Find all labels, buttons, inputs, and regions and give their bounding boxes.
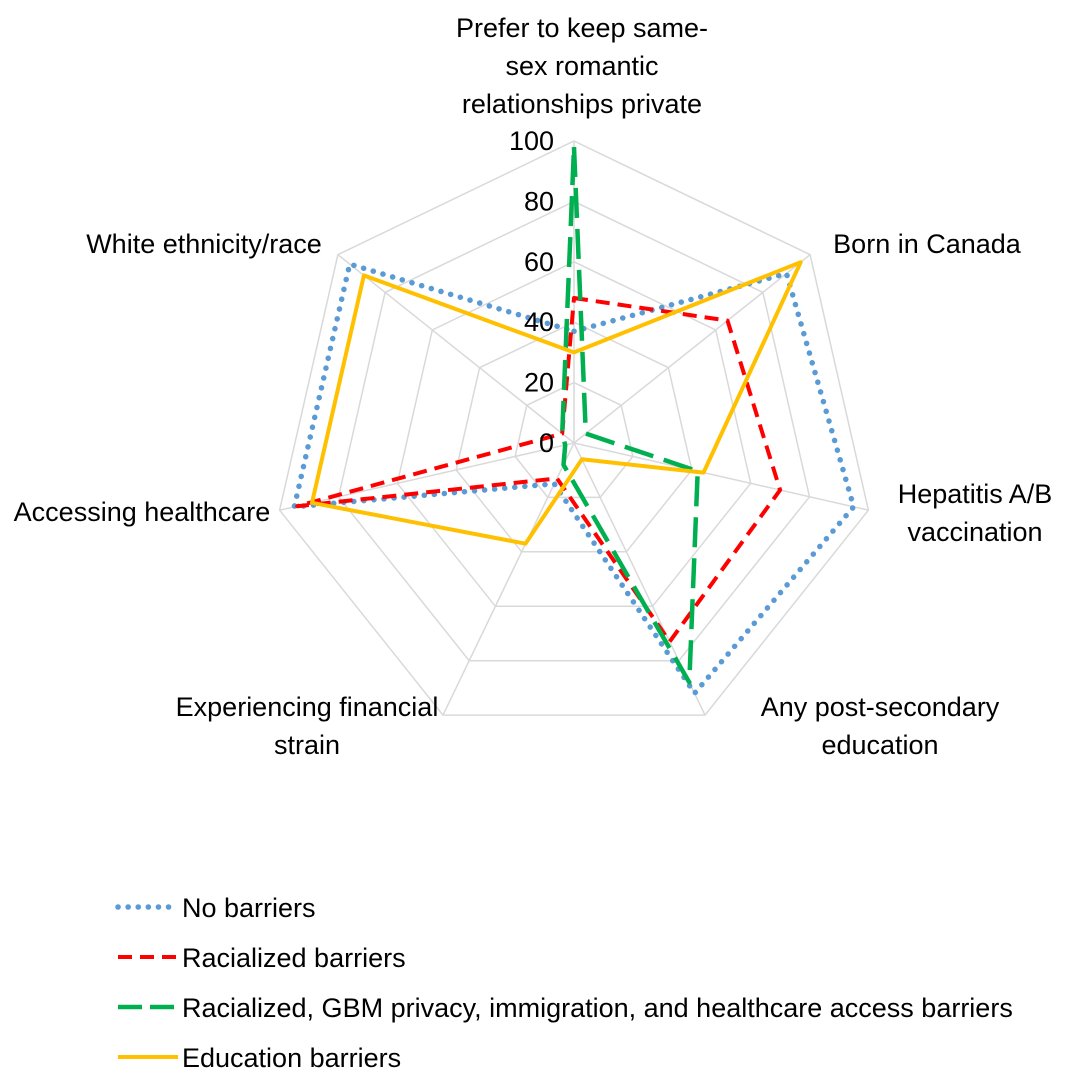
category-label: White ethnicity/race bbox=[86, 229, 322, 259]
series-line-4 bbox=[310, 260, 803, 546]
tick-label: 60 bbox=[524, 247, 554, 277]
series-line-2 bbox=[295, 296, 783, 644]
spoke-line bbox=[337, 254, 575, 444]
spoke-line bbox=[442, 442, 575, 716]
grid-ring-40 bbox=[455, 321, 693, 553]
grid-ring-100 bbox=[278, 140, 870, 716]
grid-ring-60 bbox=[396, 260, 752, 608]
legend-label-2: Racialized barriers bbox=[182, 943, 406, 973]
radial-tick-labels: 0 20 40 60 80 100 bbox=[509, 126, 554, 458]
legend-label-4: Education barriers bbox=[182, 1043, 401, 1073]
spoke-line bbox=[573, 442, 869, 511]
category-label: Experiencing financial strain bbox=[176, 692, 439, 760]
tick-label: 0 bbox=[539, 428, 554, 458]
series-line-3 bbox=[559, 144, 700, 685]
category-label: Hepatitis A/B vaccination bbox=[898, 479, 1053, 547]
legend-label-1: No barriers bbox=[182, 893, 316, 923]
radar-spokes bbox=[279, 141, 869, 716]
legend-label-3: Racialized, GBM privacy, immigration, an… bbox=[182, 993, 1013, 1023]
category-labels: Prefer to keep same-sex romantic relation… bbox=[14, 13, 1053, 760]
tick-label: 20 bbox=[524, 368, 554, 398]
radar-series bbox=[291, 144, 857, 697]
category-label: Accessing healthcare bbox=[14, 497, 271, 527]
category-label: Any post-secondary education bbox=[761, 692, 1000, 760]
tick-label: 80 bbox=[524, 186, 554, 216]
grid-ring-20 bbox=[514, 381, 634, 499]
legend: No barriers Racialized barriers Racialized… bbox=[115, 893, 1013, 1073]
tick-label: 100 bbox=[509, 126, 554, 156]
tick-label: 40 bbox=[524, 307, 554, 337]
series-line-1 bbox=[291, 261, 857, 697]
category-label: Born in Canada bbox=[833, 229, 1022, 259]
spoke-line bbox=[279, 442, 575, 511]
category-label: Prefer to keep same-sex romantic relation… bbox=[456, 13, 708, 119]
spoke-line bbox=[573, 254, 811, 444]
